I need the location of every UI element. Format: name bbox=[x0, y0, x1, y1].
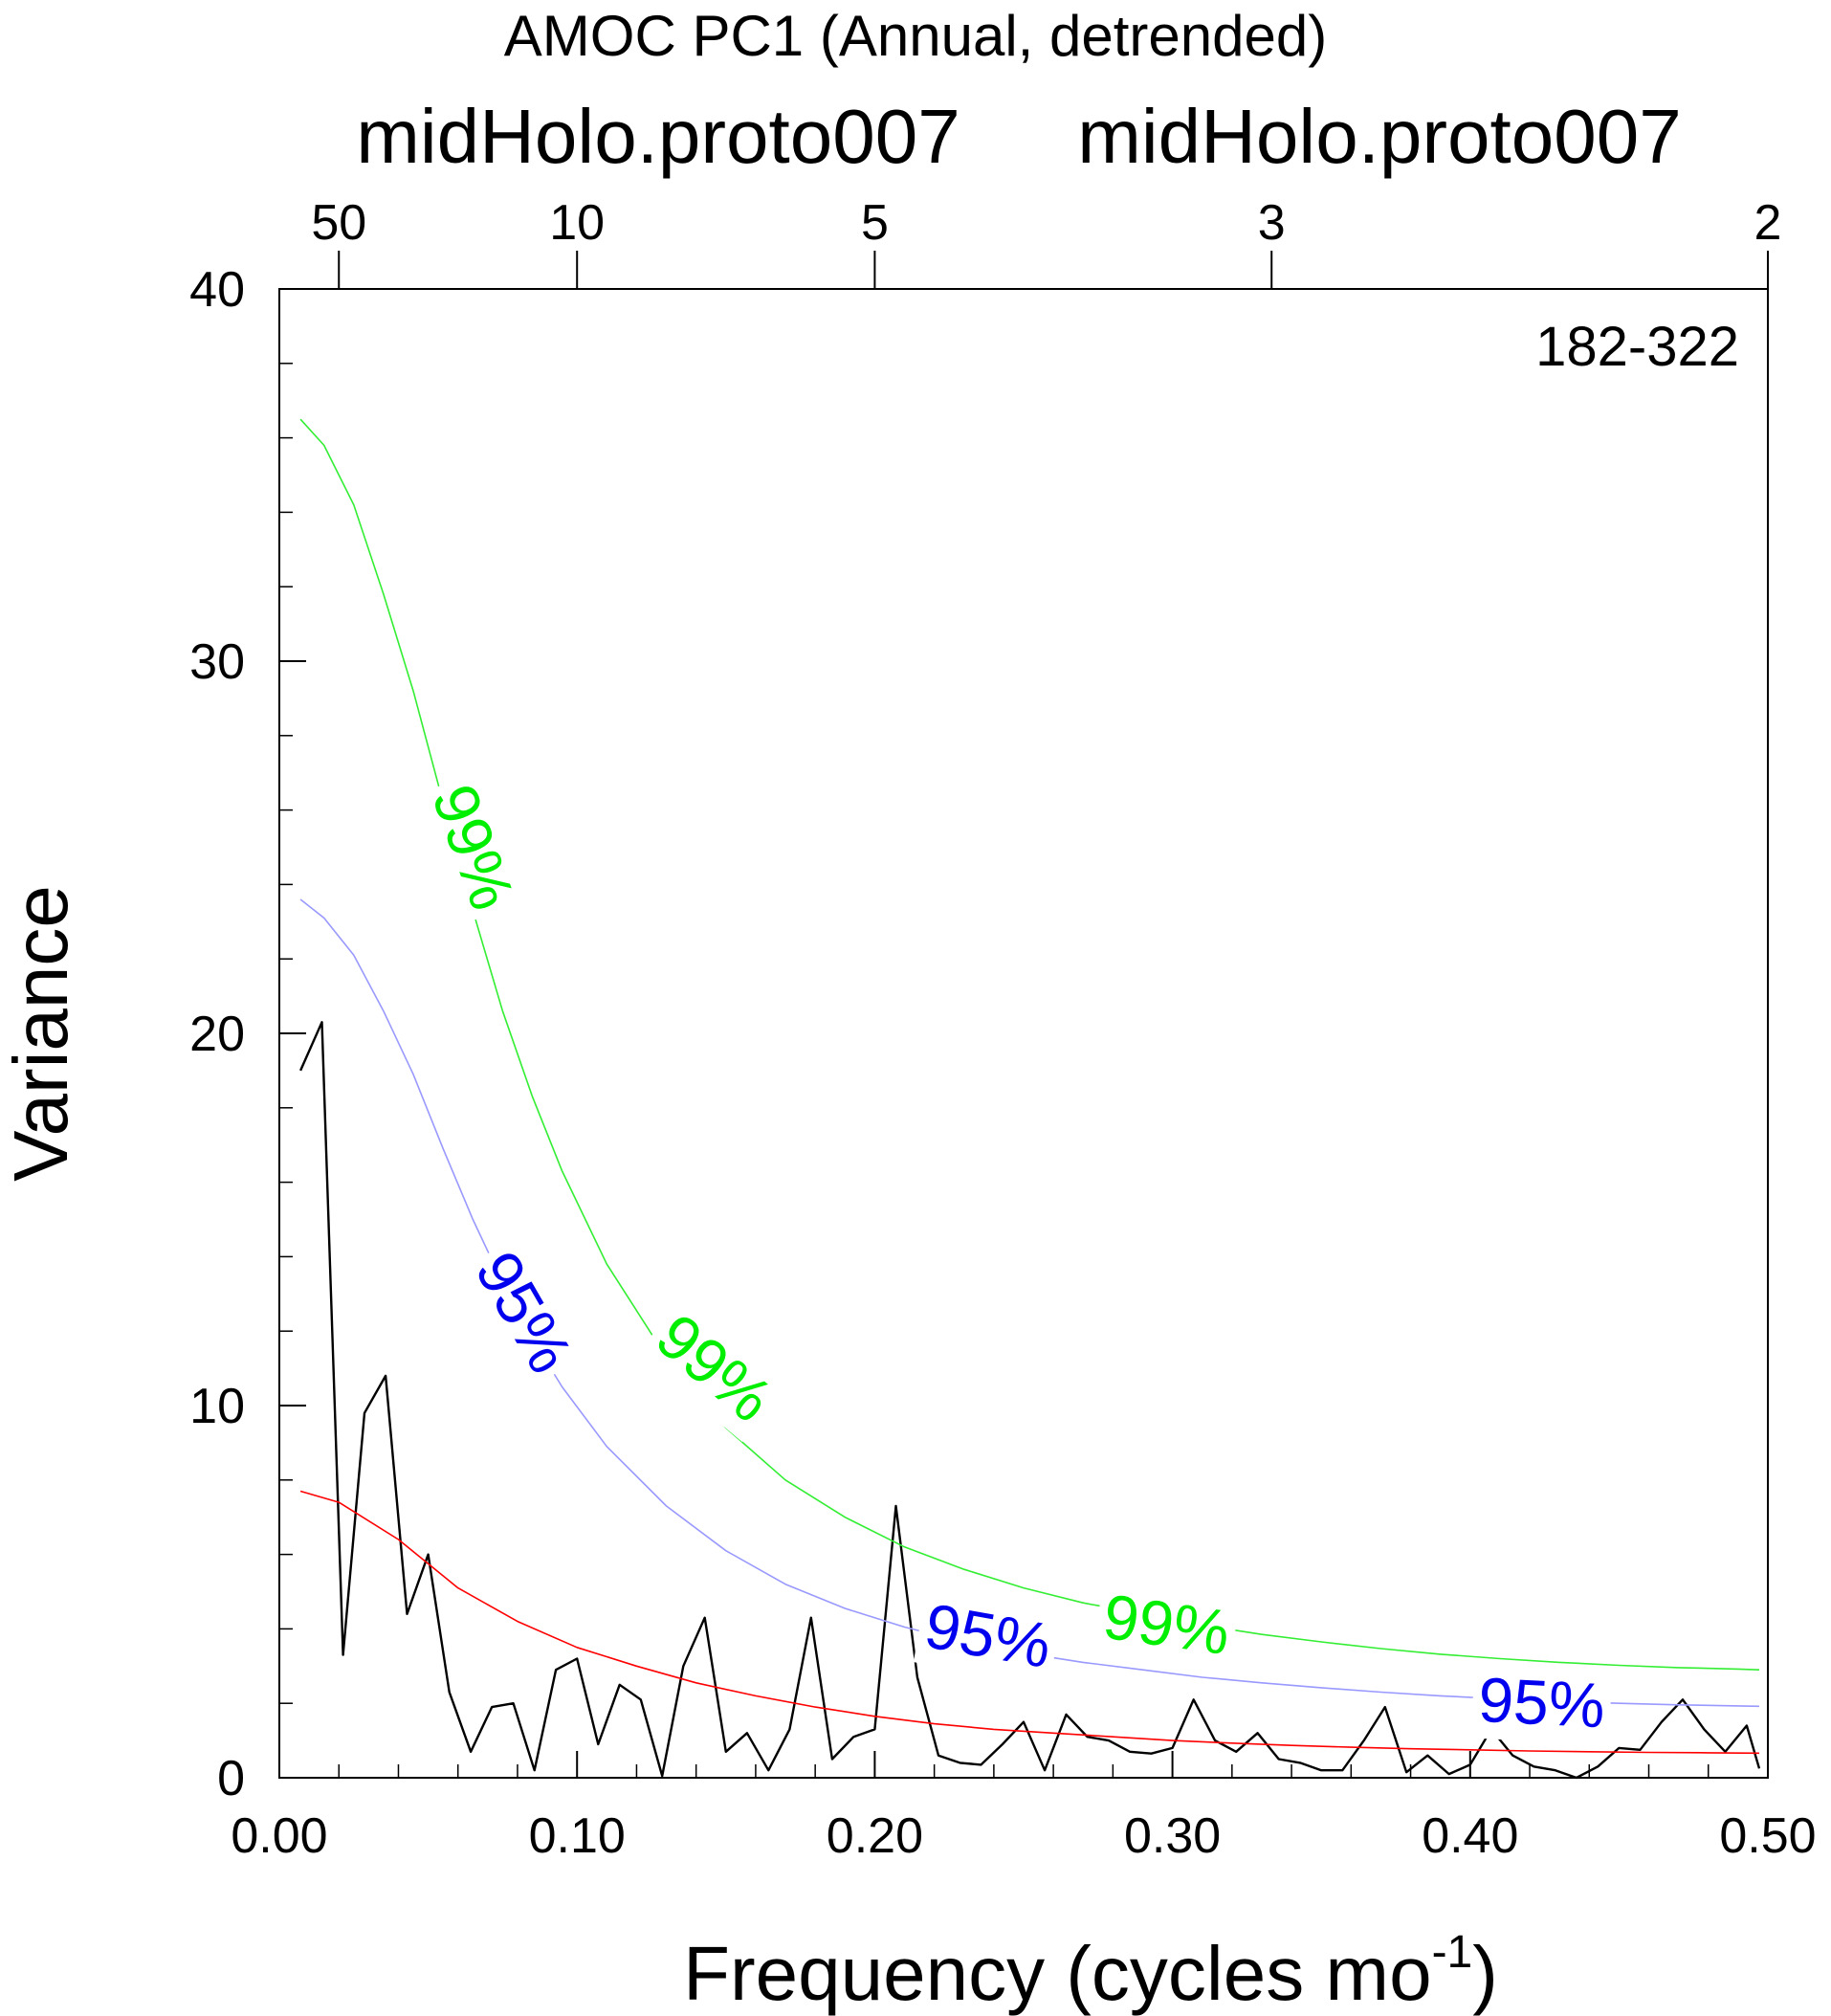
plot-frame bbox=[278, 288, 1769, 1779]
curve-label-group: 99% bbox=[1092, 1577, 1241, 1673]
x-tick-label: 0.50 bbox=[1719, 1808, 1816, 1864]
top-axis-tick-label: 3 bbox=[1258, 195, 1286, 251]
y-tick-label: 10 bbox=[189, 1379, 245, 1434]
x-axis-title-main: Frequency (cycles mo bbox=[683, 1931, 1431, 2016]
top-axis-tick-label: 2 bbox=[1754, 195, 1782, 251]
curve-labels: 99% 99% 99% 95% 95% 95% bbox=[413, 769, 1613, 1745]
subtitle-right: midHolo.proto007 bbox=[1077, 94, 1681, 179]
curve-label-group: 95% bbox=[1470, 1661, 1613, 1745]
x-tick-label: 0.40 bbox=[1422, 1808, 1518, 1864]
curve-label-gap bbox=[413, 769, 533, 925]
curve-label: 95% bbox=[919, 1589, 1056, 1681]
y-tick-label: 40 bbox=[189, 262, 245, 318]
x-tick-label: 0.20 bbox=[827, 1808, 923, 1864]
curve-label-gap bbox=[636, 1295, 792, 1443]
top-axis-tick-label: 10 bbox=[549, 195, 605, 251]
x-tick-label: 0.10 bbox=[529, 1808, 626, 1864]
series-line-1 bbox=[299, 1490, 1760, 1755]
curve-label-gap bbox=[1092, 1577, 1241, 1673]
axis-ticks: 0.00 0.10 0.20 0.30 0.40 0.50 0 10 20 30 40 50 10 5 3 2 bbox=[189, 195, 1816, 1864]
top-axis-tick-label: 50 bbox=[311, 195, 366, 251]
subtitle-left: midHolo.proto007 bbox=[356, 94, 960, 179]
top-axis-tick-label: 5 bbox=[861, 195, 889, 251]
series-line-0 bbox=[299, 1021, 1761, 1780]
curve-label: 99% bbox=[1099, 1581, 1234, 1669]
curve-label-gap bbox=[913, 1586, 1063, 1687]
x-axis-title: Frequency (cycles mo-1) bbox=[683, 1927, 1498, 2016]
curve-label-group: 99% bbox=[413, 769, 533, 925]
series-line-3 bbox=[299, 418, 1760, 1671]
x-tick-label: 0.30 bbox=[1124, 1808, 1221, 1864]
curve-label-group: 95% bbox=[913, 1586, 1063, 1687]
x-tick-label: 0.00 bbox=[231, 1808, 327, 1864]
chart-title: AMOC PC1 (Annual, detrended) bbox=[504, 4, 1327, 68]
curve-label-gap bbox=[455, 1233, 591, 1392]
y-tick-label: 30 bbox=[189, 634, 245, 690]
curve-label: 95% bbox=[1477, 1664, 1607, 1741]
x-axis-title-sup: -1 bbox=[1432, 1927, 1473, 1978]
period-label: 182-322 bbox=[1535, 316, 1739, 378]
curve-label-group: 99% bbox=[636, 1295, 792, 1443]
y-tick-label: 0 bbox=[217, 1751, 245, 1806]
x-axis-title-close: ) bbox=[1472, 1931, 1498, 2016]
series-lines bbox=[299, 418, 1761, 1780]
y-tick-label: 20 bbox=[189, 1007, 245, 1062]
y-axis-title: Variance bbox=[0, 885, 83, 1182]
curve-label-gap bbox=[1470, 1661, 1613, 1745]
curve-label-group: 95% bbox=[455, 1233, 591, 1392]
